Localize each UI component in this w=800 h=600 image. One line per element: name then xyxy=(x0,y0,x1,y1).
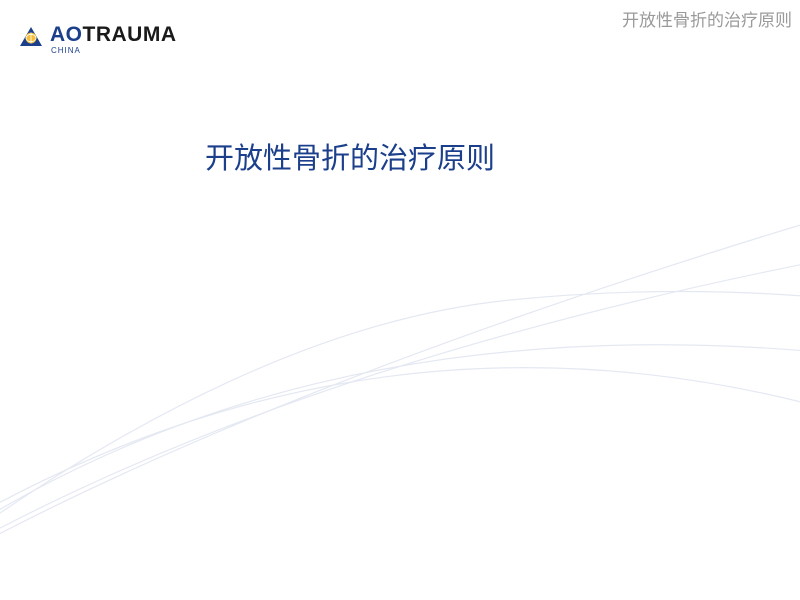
logo-brand: AOTRAUMA xyxy=(50,24,176,45)
logo-ao: AO xyxy=(50,23,83,46)
logo-text: AOTRAUMA CHINA xyxy=(50,24,176,55)
slide: 开放性骨折的治疗原则 AOTRAUMA CHINA 开放性骨折的治疗原则 xyxy=(0,0,800,600)
header-label: 开放性骨折的治疗原则 xyxy=(622,6,792,31)
logo-icon xyxy=(18,24,44,50)
background-curves xyxy=(0,0,800,600)
slide-title: 开放性骨折的治疗原则 xyxy=(205,135,495,177)
logo-trauma: TRAUMA xyxy=(83,23,177,46)
logo-sub: CHINA xyxy=(51,46,176,55)
logo: AOTRAUMA CHINA xyxy=(18,24,176,55)
